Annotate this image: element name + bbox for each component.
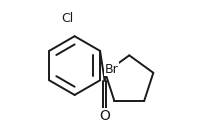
Text: Br: Br [105, 63, 118, 75]
Text: O: O [99, 109, 110, 123]
Text: Cl: Cl [62, 12, 74, 25]
